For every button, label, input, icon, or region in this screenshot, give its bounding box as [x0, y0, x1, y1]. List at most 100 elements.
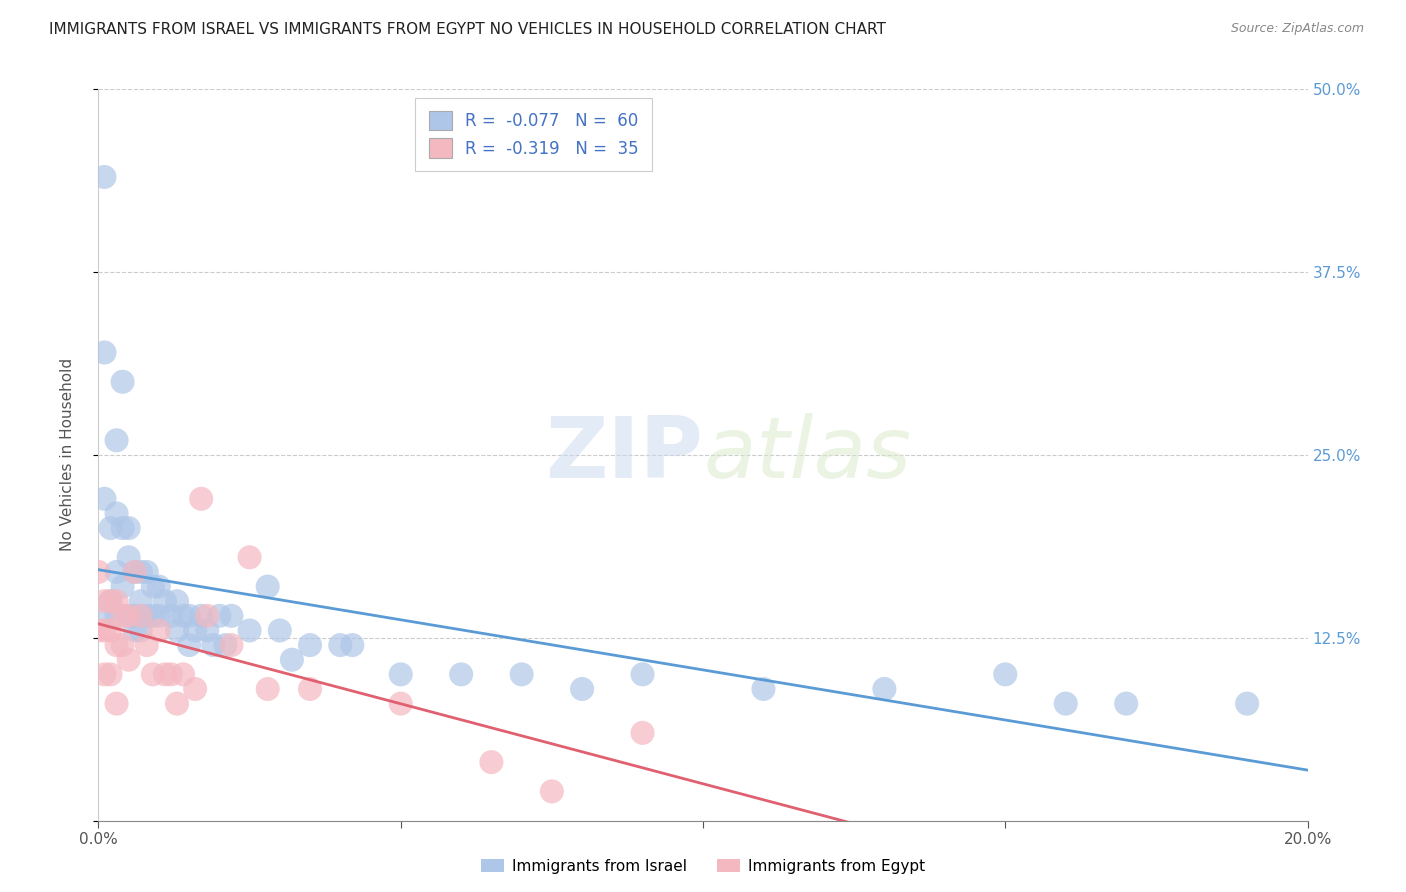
Legend: Immigrants from Israel, Immigrants from Egypt: Immigrants from Israel, Immigrants from …	[475, 853, 931, 880]
Point	[93, 624, 115, 638]
Point	[1236, 697, 1258, 711]
Point	[329, 638, 352, 652]
Point	[1115, 697, 1137, 711]
Point	[111, 375, 134, 389]
Point	[214, 638, 236, 652]
Point	[105, 594, 128, 608]
Point	[281, 653, 304, 667]
Point	[221, 608, 243, 623]
Point	[135, 565, 157, 579]
Point	[450, 667, 472, 681]
Point	[195, 624, 218, 638]
Point	[208, 608, 231, 623]
Point	[256, 580, 278, 594]
Point	[873, 681, 896, 696]
Point	[148, 608, 170, 623]
Point	[100, 624, 122, 638]
Point	[93, 345, 115, 359]
Point	[87, 565, 110, 579]
Point	[142, 608, 165, 623]
Point	[105, 434, 128, 448]
Point	[100, 594, 122, 608]
Point	[389, 697, 412, 711]
Point	[239, 550, 262, 565]
Point	[540, 784, 562, 798]
Point	[87, 624, 110, 638]
Point	[153, 594, 176, 608]
Point	[571, 681, 593, 696]
Point	[100, 667, 122, 681]
Point	[153, 667, 176, 681]
Point	[129, 594, 152, 608]
Point	[105, 565, 128, 579]
Point	[118, 608, 141, 623]
Point	[631, 726, 654, 740]
Point	[160, 608, 183, 623]
Point	[184, 681, 207, 696]
Point	[135, 608, 157, 623]
Point	[118, 550, 141, 565]
Point	[93, 608, 115, 623]
Point	[172, 667, 194, 681]
Point	[111, 580, 134, 594]
Point	[179, 608, 201, 623]
Point	[118, 653, 141, 667]
Point	[100, 594, 122, 608]
Text: atlas: atlas	[703, 413, 911, 497]
Y-axis label: No Vehicles in Household: No Vehicles in Household	[60, 359, 75, 551]
Point	[93, 594, 115, 608]
Point	[129, 608, 152, 623]
Point	[510, 667, 533, 681]
Point	[105, 697, 128, 711]
Point	[202, 638, 225, 652]
Point	[166, 624, 188, 638]
Point	[148, 580, 170, 594]
Point	[342, 638, 364, 652]
Point	[1054, 697, 1077, 711]
Point	[481, 755, 503, 769]
Point	[389, 667, 412, 681]
Point	[93, 667, 115, 681]
Point	[752, 681, 775, 696]
Point	[124, 608, 146, 623]
Point	[129, 624, 152, 638]
Legend: R =  -0.077   N =  60, R =  -0.319   N =  35: R = -0.077 N = 60, R = -0.319 N = 35	[415, 97, 652, 171]
Text: Source: ZipAtlas.com: Source: ZipAtlas.com	[1230, 22, 1364, 36]
Point	[124, 565, 146, 579]
Point	[221, 638, 243, 652]
Point	[124, 565, 146, 579]
Point	[179, 638, 201, 652]
Point	[299, 681, 322, 696]
Point	[190, 491, 212, 506]
Point	[93, 491, 115, 506]
Point	[172, 608, 194, 623]
Point	[118, 521, 141, 535]
Point	[111, 521, 134, 535]
Point	[195, 608, 218, 623]
Text: IMMIGRANTS FROM ISRAEL VS IMMIGRANTS FROM EGYPT NO VEHICLES IN HOUSEHOLD CORRELA: IMMIGRANTS FROM ISRAEL VS IMMIGRANTS FRO…	[49, 22, 886, 37]
Text: ZIP: ZIP	[546, 413, 703, 497]
Point	[160, 667, 183, 681]
Point	[105, 638, 128, 652]
Point	[100, 521, 122, 535]
Point	[299, 638, 322, 652]
Point	[269, 624, 291, 638]
Point	[166, 697, 188, 711]
Point	[994, 667, 1017, 681]
Point	[631, 667, 654, 681]
Point	[105, 507, 128, 521]
Point	[239, 624, 262, 638]
Point	[142, 580, 165, 594]
Point	[148, 624, 170, 638]
Point	[105, 608, 128, 623]
Point	[190, 608, 212, 623]
Point	[135, 638, 157, 652]
Point	[111, 638, 134, 652]
Point	[256, 681, 278, 696]
Point	[184, 624, 207, 638]
Point	[142, 667, 165, 681]
Point	[166, 594, 188, 608]
Point	[111, 608, 134, 623]
Point	[93, 169, 115, 184]
Point	[129, 565, 152, 579]
